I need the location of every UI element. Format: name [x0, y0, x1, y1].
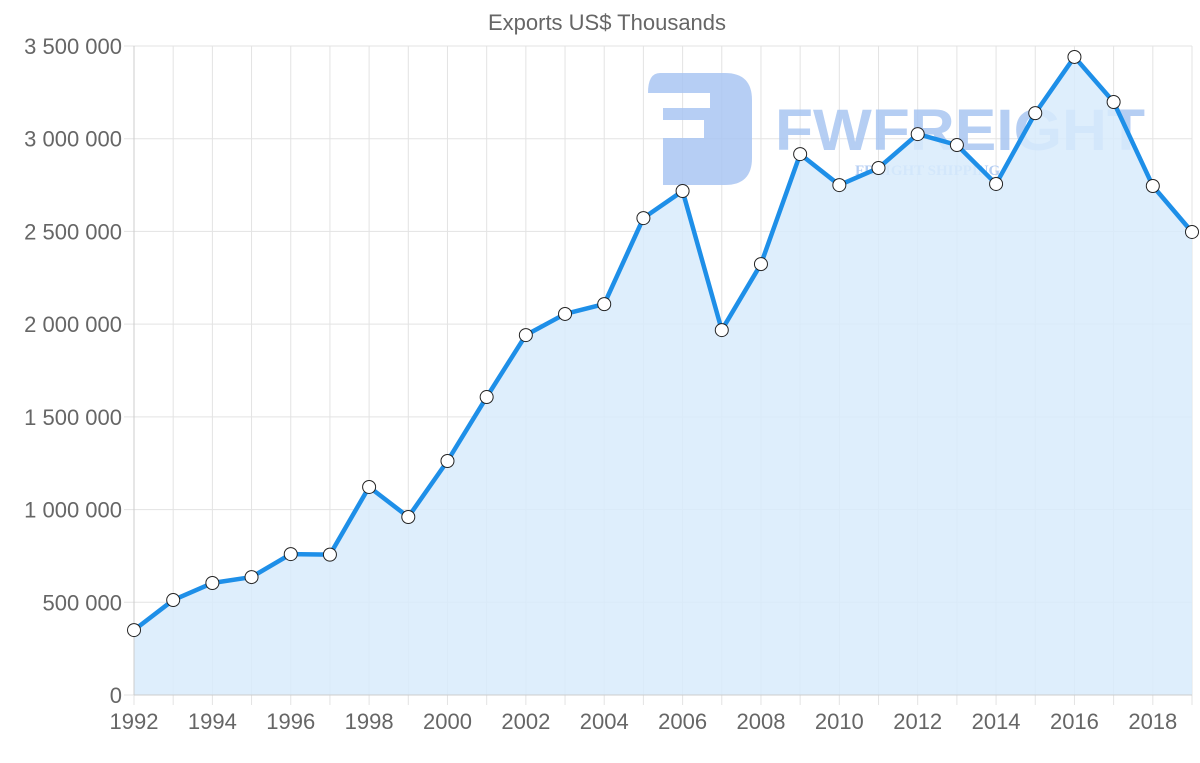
axes: 0 500 000 1 000 000 1 500 000 2 000 000 2 500…	[24, 34, 1192, 734]
y-tick-label: 500 000	[42, 590, 122, 615]
area-fill	[134, 56, 1192, 695]
x-tick-label: 1992	[110, 709, 159, 734]
data-point[interactable]	[1106, 94, 1121, 109]
data-point[interactable]	[1028, 106, 1043, 121]
data-area	[131, 54, 1195, 695]
data-point[interactable]	[753, 257, 768, 272]
data-point[interactable]	[362, 479, 377, 494]
data-point[interactable]	[166, 593, 181, 608]
y-tick-label: 2 000 000	[24, 312, 122, 337]
data-point[interactable]	[1145, 178, 1160, 193]
y-tick-label: 2 500 000	[24, 219, 122, 244]
data-point[interactable]	[244, 570, 259, 585]
data-point[interactable]	[949, 138, 964, 153]
data-point[interactable]	[597, 297, 612, 312]
data-point[interactable]	[910, 127, 925, 142]
y-tick-label: 0	[110, 683, 122, 708]
x-tick-label: 2014	[972, 709, 1021, 734]
x-tick-label: 2010	[815, 709, 864, 734]
x-tick-label: 2018	[1128, 709, 1177, 734]
x-tick-label: 2008	[736, 709, 785, 734]
data-point[interactable]	[1067, 49, 1082, 64]
data-point[interactable]	[714, 323, 729, 338]
y-tick-label: 3 500 000	[24, 34, 122, 59]
data-point[interactable]	[322, 547, 337, 562]
data-point[interactable]	[518, 328, 533, 343]
x-tick-label: 2016	[1050, 709, 1099, 734]
data-point[interactable]	[127, 623, 141, 638]
data-point[interactable]	[558, 306, 573, 321]
x-tick-label: 2004	[580, 709, 629, 734]
data-point[interactable]	[636, 211, 651, 226]
data-point[interactable]	[989, 176, 1004, 191]
data-point[interactable]	[205, 576, 220, 591]
data-point[interactable]	[283, 547, 298, 562]
data-point[interactable]	[440, 453, 455, 468]
x-tick-label: 1998	[345, 709, 394, 734]
x-tick-label: 2002	[501, 709, 550, 734]
data-point[interactable]	[1185, 224, 1199, 239]
x-tick-label: 2012	[893, 709, 942, 734]
data-point[interactable]	[675, 184, 690, 199]
y-tick-label: 1 500 000	[24, 405, 122, 430]
y-tick-label: 1 000 000	[24, 498, 122, 523]
y-tick-label: 3 000 000	[24, 127, 122, 152]
data-point[interactable]	[401, 509, 416, 524]
x-tick-label: 1996	[266, 709, 315, 734]
data-points	[127, 49, 1199, 638]
data-point[interactable]	[832, 178, 847, 193]
x-tick-label: 2000	[423, 709, 472, 734]
exports-line	[131, 54, 1195, 633]
x-tick-label: 2006	[658, 709, 707, 734]
data-point[interactable]	[871, 161, 886, 176]
chart-title: Exports US$ Thousands	[488, 10, 726, 35]
fwfreight-logo-icon	[648, 73, 752, 185]
x-tick-label: 1994	[188, 709, 237, 734]
data-point[interactable]	[793, 147, 808, 162]
data-point[interactable]	[479, 390, 494, 405]
